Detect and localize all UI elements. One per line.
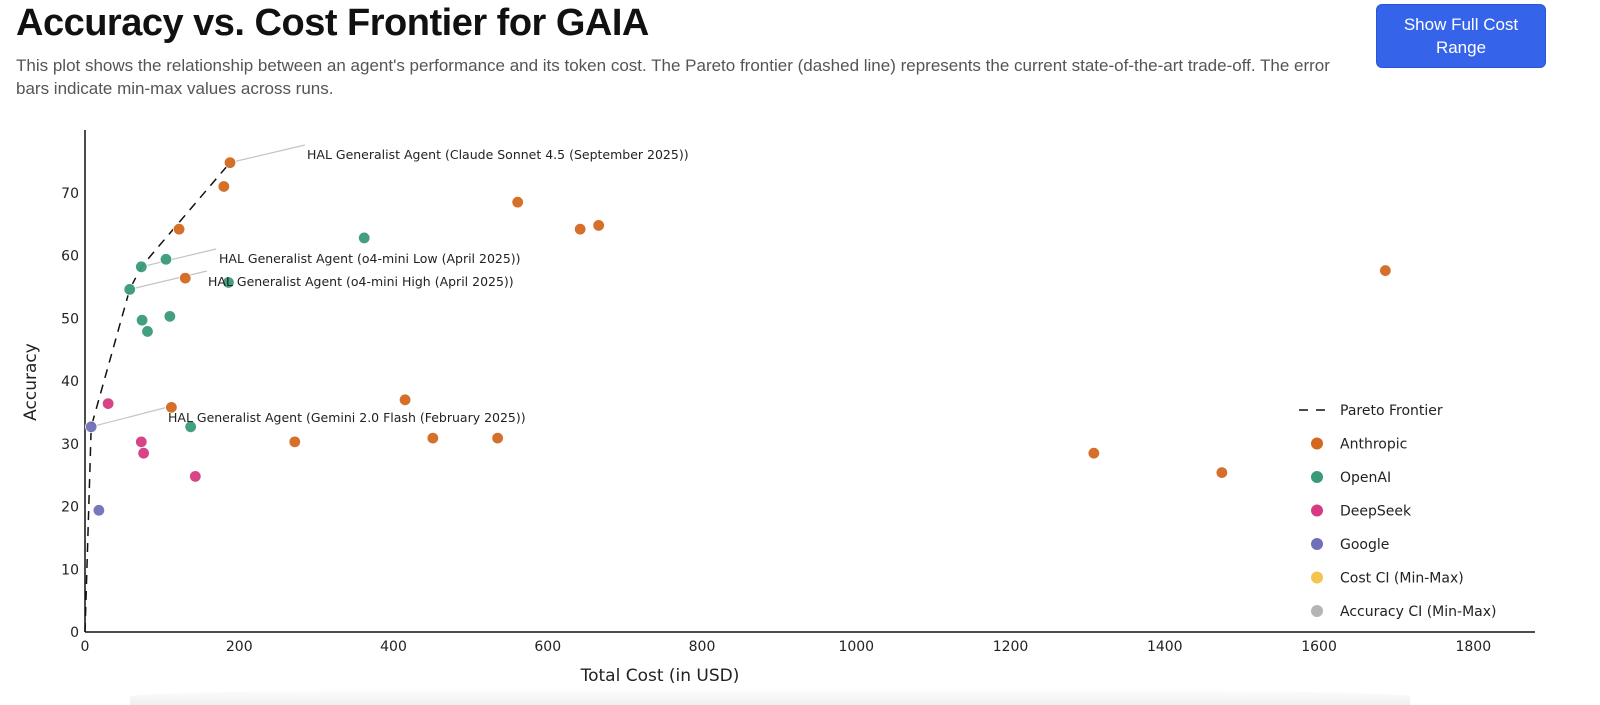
openai-point[interactable] bbox=[222, 276, 235, 289]
openai-point[interactable] bbox=[135, 260, 148, 273]
x-tick-label: 0 bbox=[81, 639, 90, 655]
openai-point[interactable] bbox=[135, 313, 149, 327]
chart-description: This plot shows the relationship between… bbox=[16, 56, 1330, 98]
annotation-leader-lines bbox=[91, 144, 306, 428]
anthropic-point[interactable] bbox=[1215, 466, 1229, 479]
annotation-leader-line bbox=[129, 270, 208, 290]
legend-swatch-anthropic bbox=[1311, 437, 1323, 450]
anthropic-point[interactable] bbox=[223, 156, 237, 169]
anthropic-point[interactable] bbox=[426, 431, 440, 445]
y-tick-label: 60 bbox=[61, 249, 79, 265]
axes: 0 200 400 600 800 1000 1200 1400 1600 1800 0 10 20 30… bbox=[21, 130, 1535, 686]
pareto-frontier-line bbox=[84, 162, 231, 633]
legend-label-anthropic[interactable]: Anthropic bbox=[1340, 437, 1407, 453]
openai-point[interactable] bbox=[159, 253, 173, 266]
anthropic-point[interactable] bbox=[1379, 264, 1392, 277]
deepseek-point[interactable] bbox=[137, 446, 150, 460]
openai-point[interactable] bbox=[123, 283, 136, 296]
deepseek-point[interactable] bbox=[189, 470, 202, 483]
openai-point[interactable] bbox=[141, 325, 154, 338]
y-tick-label: 10 bbox=[61, 562, 79, 578]
x-tick-label: 1000 bbox=[838, 639, 874, 655]
x-tick-label: 600 bbox=[534, 639, 561, 655]
google-point[interactable] bbox=[84, 420, 98, 434]
anthropic-point[interactable] bbox=[573, 222, 587, 236]
y-tick-label: 30 bbox=[61, 437, 79, 453]
y-tick-label: 70 bbox=[61, 186, 79, 202]
anthropic-point[interactable] bbox=[179, 271, 192, 285]
page-title: Accuracy vs. Cost Frontier for GAIA bbox=[16, 2, 649, 44]
anthropic-point[interactable] bbox=[511, 195, 524, 209]
bottom-shadow bbox=[130, 688, 1410, 705]
annotation-leader-line bbox=[141, 248, 217, 268]
annotation-label: HAL Generalist Agent (o4-mini High (Apri… bbox=[208, 274, 514, 289]
x-tick-label: 400 bbox=[380, 639, 407, 655]
legend-swatch-deepseek bbox=[1311, 504, 1323, 517]
annotations: HAL Generalist Agent (Claude Sonnet 4.5 … bbox=[168, 147, 689, 425]
legend-label-accuracy-ci-min-max[interactable]: Accuracy CI (Min-Max) bbox=[1340, 604, 1496, 620]
anthropic-point[interactable] bbox=[491, 431, 504, 445]
y-tick-label: 0 bbox=[70, 625, 79, 641]
openai-point[interactable] bbox=[358, 231, 371, 245]
anthropic-point[interactable] bbox=[398, 393, 412, 407]
anthropic-point[interactable] bbox=[172, 222, 186, 236]
show-full-cost-range-button[interactable]: Show Full Cost Range bbox=[1376, 4, 1546, 68]
anthropic-point[interactable] bbox=[288, 435, 301, 449]
annotation-leader-line bbox=[91, 406, 169, 428]
annotation-label: HAL Generalist Agent (o4-mini Low (April… bbox=[219, 251, 521, 266]
y-tick-label: 40 bbox=[61, 374, 79, 390]
x-tick-label: 800 bbox=[689, 639, 716, 655]
x-tick-label: 200 bbox=[226, 639, 253, 655]
x-tick-label: 1400 bbox=[1147, 639, 1183, 655]
deepseek-point[interactable] bbox=[101, 397, 115, 410]
legend-label-cost-ci-min-max[interactable]: Cost CI (Min-Max) bbox=[1340, 571, 1464, 587]
anthropic-point[interactable] bbox=[165, 401, 178, 414]
legend: Pareto Frontier Anthropic OpenAI DeepSeek Go… bbox=[1299, 403, 1496, 620]
y-tick-label: 20 bbox=[61, 500, 79, 516]
x-tick-label: 1200 bbox=[993, 639, 1029, 655]
pareto-frontier-group bbox=[84, 162, 231, 633]
legend-swatch-cost-ci-min-max bbox=[1311, 571, 1323, 584]
anthropic-point[interactable] bbox=[592, 219, 605, 232]
annotation-leader-line bbox=[229, 144, 306, 164]
scatter-chart: 0 200 400 600 800 1000 1200 1400 1600 1800 0 10 20 30… bbox=[21, 130, 1535, 686]
annotation-label: HAL Generalist Agent (Gemini 2.0 Flash (… bbox=[168, 410, 526, 425]
legend-swatch-accuracy-ci-min-max bbox=[1311, 605, 1323, 617]
legend-label-google[interactable]: Google bbox=[1340, 537, 1389, 553]
y-axis-title: Accuracy bbox=[21, 343, 41, 421]
openai-point[interactable] bbox=[184, 420, 197, 434]
openai-point[interactable] bbox=[163, 310, 177, 323]
x-tick-label: 1600 bbox=[1301, 639, 1337, 655]
anthropic-point[interactable] bbox=[217, 180, 231, 193]
x-axis-title: Total Cost (in USD) bbox=[580, 666, 740, 686]
legend-swatch-openai bbox=[1311, 471, 1323, 483]
deepseek-point[interactable] bbox=[135, 435, 148, 449]
data-points bbox=[84, 156, 1392, 517]
x-tick-label: 1800 bbox=[1455, 639, 1491, 655]
annotation-label: HAL Generalist Agent (Claude Sonnet 4.5 … bbox=[307, 147, 689, 162]
y-tick-label: 50 bbox=[61, 311, 79, 327]
legend-swatch-google bbox=[1311, 538, 1323, 550]
legend-label-openai[interactable]: OpenAI bbox=[1340, 470, 1391, 486]
anthropic-point[interactable] bbox=[1087, 446, 1101, 460]
legend-label-deepseek[interactable]: DeepSeek bbox=[1340, 504, 1412, 520]
legend-label-pareto-frontier[interactable]: Pareto Frontier bbox=[1340, 403, 1443, 419]
google-point[interactable] bbox=[92, 504, 106, 517]
